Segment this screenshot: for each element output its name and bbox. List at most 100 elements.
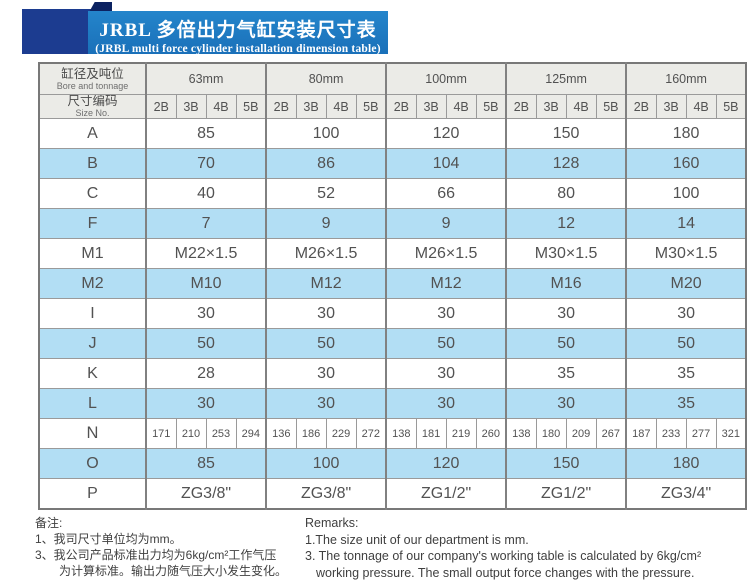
dimension-value: 80 (505, 178, 627, 209)
remark-line: 3、我公司产品标准出力均为6kg/cm²工作气压 (35, 548, 277, 562)
dimension-value: 277 (685, 418, 717, 449)
dimension-value: M22×1.5 (144, 238, 267, 269)
remark-line: 1、我司尺寸单位均为mm。 (35, 532, 182, 546)
size-header: 4B (445, 94, 477, 119)
remarks-en: Remarks: 1.The size unit of our departme… (305, 515, 750, 581)
dimension-value: 86 (265, 148, 387, 179)
row-label: A (38, 118, 147, 149)
dimension-value: ZG3/4" (625, 478, 747, 510)
dimension-value: 9 (385, 208, 507, 239)
size-header: 4B (685, 94, 717, 119)
dimension-value: 30 (144, 298, 267, 329)
dimension-value: 50 (265, 328, 387, 359)
dimension-value: 12 (505, 208, 627, 239)
dimension-value: 120 (385, 118, 507, 149)
dimension-value: 150 (505, 118, 627, 149)
dimension-table: 缸径及吨位 Bore and tonnage 63mm 80mm 100mm 125mm 1… (38, 62, 748, 510)
size-header: 5B (475, 94, 507, 119)
table-row: C 40 52 66 80 100 (38, 178, 747, 209)
dimension-value: M26×1.5 (265, 238, 387, 269)
dimension-value: 260 (475, 418, 507, 449)
size-header: 2B (625, 94, 657, 119)
dimension-value: 104 (385, 148, 507, 179)
table-row: F 7 9 9 12 14 (38, 208, 747, 239)
dimension-value: M12 (385, 268, 507, 299)
dimension-value: M16 (505, 268, 627, 299)
size-header: 3B (175, 94, 207, 119)
dimension-value: 30 (505, 388, 627, 419)
size-header: 4B (565, 94, 597, 119)
table-row: M2 M10 M12 M12 M16 M20 (38, 268, 747, 299)
page-subtitle: (JRBL multi force cylinder installation … (95, 43, 381, 55)
remarks-zh: 备注: 1、我司尺寸单位均为mm。 3、我公司产品标准出力均为6kg/cm²工作气… (35, 515, 300, 579)
remarks-zh-heading: 备注: (35, 516, 63, 530)
bore-header: 160mm (625, 62, 747, 95)
dimension-value: 180 (625, 118, 747, 149)
bore-header: 100mm (385, 62, 507, 95)
dimension-value: M20 (625, 268, 747, 299)
dimension-value: 66 (385, 178, 507, 209)
page-title: JRBL 多倍出力气缸安装尺寸表 (99, 20, 377, 41)
dimension-value: M26×1.5 (385, 238, 507, 269)
dimension-value: M10 (144, 268, 267, 299)
remark-line: 为计算标准。输出力随气压大小发生变化。 (59, 564, 288, 578)
dimension-value: 30 (144, 388, 267, 419)
dimension-value: 210 (175, 418, 207, 449)
row-label: B (38, 148, 147, 179)
dimension-value: 136 (265, 418, 297, 449)
header-bore-tonnage: 缸径及吨位 Bore and tonnage (38, 62, 147, 95)
dimension-value: 120 (385, 448, 507, 479)
dimension-value: 186 (295, 418, 327, 449)
table-row: A 85 100 120 150 180 (38, 118, 747, 149)
row-label: N (38, 418, 147, 449)
dimension-value: M12 (265, 268, 387, 299)
table-row: L 30 30 30 30 35 (38, 388, 747, 419)
table-row: B 70 86 104 128 160 (38, 148, 747, 179)
size-header: 2B (385, 94, 417, 119)
dimension-value: 52 (265, 178, 387, 209)
row-label: P (38, 478, 147, 510)
dimension-value: 35 (505, 358, 627, 389)
bore-header: 125mm (505, 62, 627, 95)
size-header: 3B (535, 94, 567, 119)
row-label: M2 (38, 268, 147, 299)
dimension-value: 100 (625, 178, 747, 209)
size-header: 5B (595, 94, 627, 119)
bore-header: 80mm (265, 62, 387, 95)
table-row: J 50 50 50 50 50 (38, 328, 747, 359)
dimension-value: 40 (144, 178, 267, 209)
size-header: 4B (325, 94, 357, 119)
dimension-value: 30 (505, 298, 627, 329)
table-header-row: 缸径及吨位 Bore and tonnage 63mm 80mm 100mm 125mm 1… (38, 62, 747, 95)
dimension-value: 150 (505, 448, 627, 479)
table-row: I 30 30 30 30 30 (38, 298, 747, 329)
dimension-value: 30 (265, 358, 387, 389)
dimension-value: 50 (505, 328, 627, 359)
remark-line: working pressure. The small output force… (316, 565, 695, 580)
dimension-value: 321 (715, 418, 747, 449)
size-header: 2B (505, 94, 537, 119)
bore-header: 63mm (144, 62, 267, 95)
dimension-value: 209 (565, 418, 597, 449)
table-header-row: 尺寸编码 Size No. 2B 3B 4B 5B 2B 3B 4B 5B 2B 3B 4B 5B 2B 3B… (38, 94, 747, 119)
dimension-value: 187 (625, 418, 657, 449)
dimension-value: ZG1/2" (385, 478, 507, 510)
dimension-value: 9 (265, 208, 387, 239)
size-header: 3B (295, 94, 327, 119)
dimension-value: 30 (625, 298, 747, 329)
row-label: F (38, 208, 147, 239)
dimension-value: 100 (265, 448, 387, 479)
size-header: 2B (265, 94, 297, 119)
dimension-value: 219 (445, 418, 477, 449)
table-row: K 28 30 30 35 35 (38, 358, 747, 389)
row-label: I (38, 298, 147, 329)
table-row: P ZG3/8" ZG3/8" ZG1/2" ZG1/2" ZG3/4" (38, 478, 747, 510)
size-header: 3B (415, 94, 447, 119)
dimension-value: ZG3/8" (265, 478, 387, 510)
dimension-value: 50 (625, 328, 747, 359)
row-label: K (38, 358, 147, 389)
dimension-value: 138 (385, 418, 417, 449)
dimension-value: ZG3/8" (144, 478, 267, 510)
dimension-value: 70 (144, 148, 267, 179)
size-header: 4B (205, 94, 237, 119)
